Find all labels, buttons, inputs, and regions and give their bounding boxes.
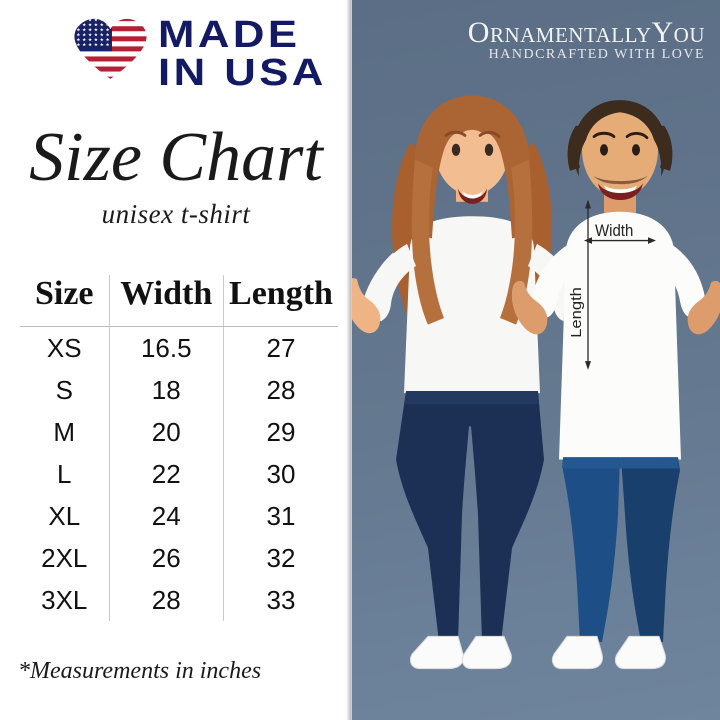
svg-text:Length: Length: [569, 287, 585, 338]
svg-text:Width: Width: [595, 222, 633, 240]
